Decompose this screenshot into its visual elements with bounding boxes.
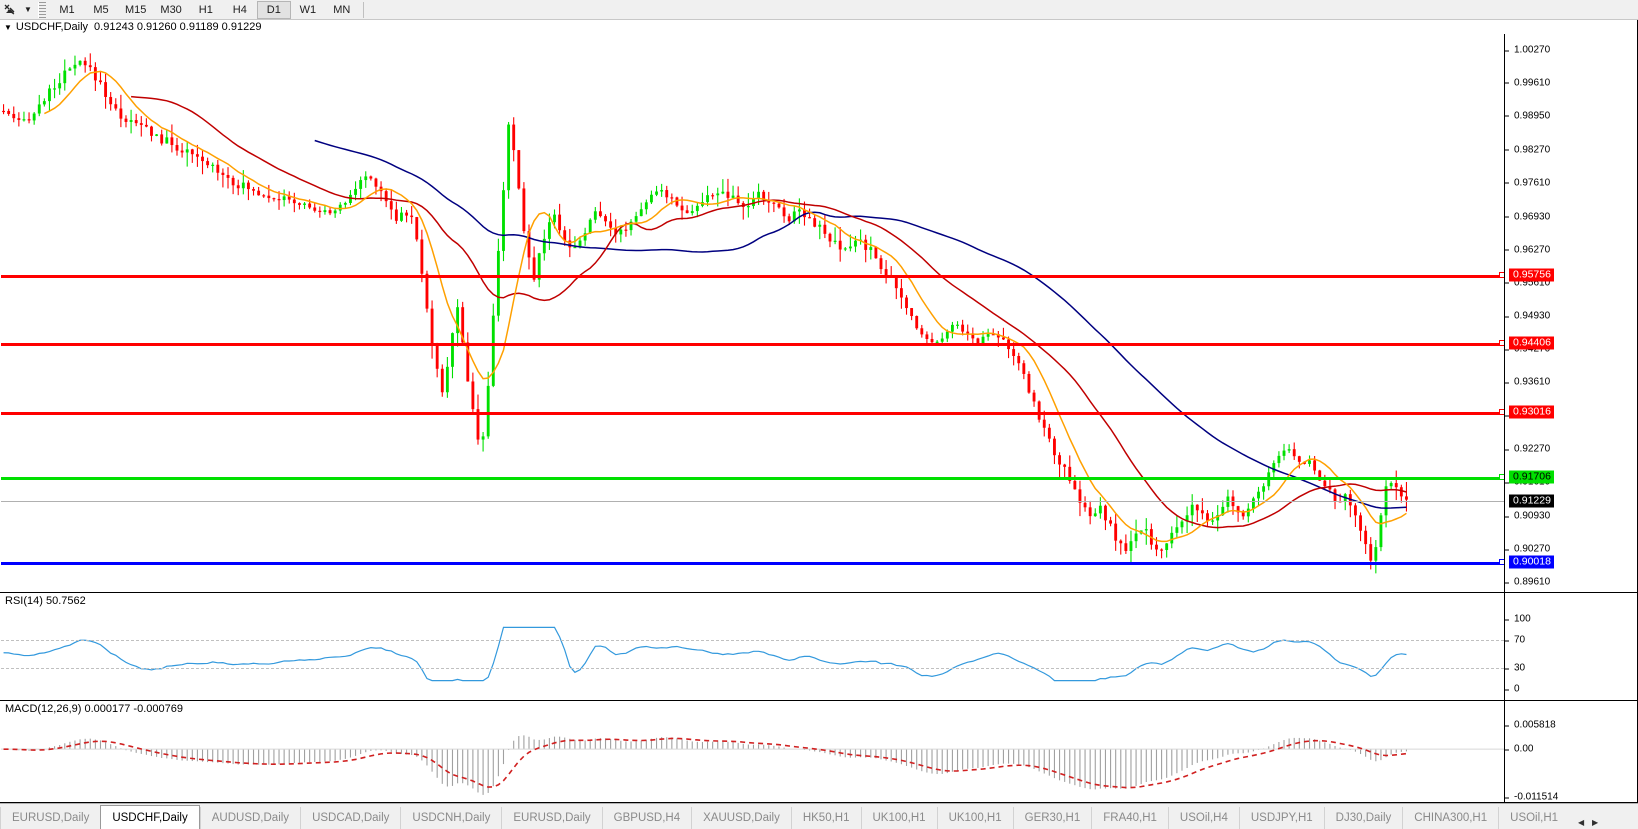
tab-eurusd-daily[interactable]: EURUSD,Daily — [0, 807, 100, 829]
macd-label: MACD(12,26,9) 0.000177 -0.000769 — [5, 703, 183, 715]
chart-symbol-label: USDCHF,Daily — [15, 21, 89, 33]
timeframe-group: M1 M5 M15 M30 H1 H4 D1 W1 MN — [50, 0, 359, 19]
crosshair-icon[interactable] — [0, 1, 20, 19]
tab-usdjpy-h1[interactable]: USDJPY,H1 — [1238, 807, 1324, 829]
tab-xauusd-daily[interactable]: XAUUSD,Daily — [691, 807, 791, 829]
timeframe-m1[interactable]: M1 — [59, 3, 75, 16]
price-tick: 0.97610 — [1505, 177, 1550, 188]
rsi-tick: 0 — [1505, 684, 1520, 695]
tab-usdcad-daily[interactable]: USDCAD,Daily — [300, 807, 400, 829]
current-price-label: 0.91229 — [1509, 494, 1554, 508]
price-plot-area[interactable] — [1, 34, 1505, 592]
price-pane: 1.00270 0.99610 0.98950 0.98270 0.97610 0.969… — [0, 34, 1638, 592]
tab-hk50-h1[interactable]: HK50,H1 — [790, 807, 861, 829]
timeframe-h1[interactable]: H1 — [198, 3, 213, 16]
price-tick: 0.89610 — [1505, 577, 1550, 588]
resistance-2-label: 0.94406 — [1509, 336, 1554, 350]
price-tick: 0.94270 — [1505, 344, 1550, 355]
macd-tick: -0.011514 — [1505, 792, 1558, 803]
tab-audusd-daily[interactable]: AUDUSD,Daily — [199, 807, 300, 829]
candlestick-series — [2, 53, 1408, 574]
timeframe-m30[interactable]: M30 — [160, 3, 182, 16]
price-tick: 0.90930 — [1505, 511, 1550, 522]
macd-tick: 0.005818 — [1505, 720, 1556, 731]
price-tick: 0.95610 — [1505, 277, 1550, 288]
chart-ohlc-values: 0.91243 0.91260 0.91189 0.91229 — [94, 21, 262, 33]
tab-usdcnh-daily[interactable]: USDCNH,Daily — [400, 807, 501, 829]
price-tick: 0.98950 — [1505, 110, 1550, 121]
tab-eurusd-daily[interactable]: EURUSD,Daily — [501, 807, 601, 829]
chart-window: ▼ USDCHF,Daily 0.91243 0.91260 0.91189 0… — [0, 20, 1638, 823]
chevron-down-icon[interactable]: ▼ — [24, 5, 32, 14]
price-tick: 0.96930 — [1505, 211, 1550, 222]
chart-tab-bar: EURUSD,Daily USDCHF,Daily AUDUSD,Daily USDC… — [0, 803, 1638, 829]
price-tick: 0.92270 — [1505, 444, 1550, 455]
tab-fra40-h1[interactable]: FRA40,H1 — [1091, 807, 1168, 829]
level-anchor-handle[interactable] — [1499, 272, 1504, 279]
price-tick: 1.00270 — [1505, 45, 1550, 56]
rsi-plot-area[interactable]: RSI(14) 50.7562 — [1, 593, 1505, 700]
price-axis[interactable]: 1.00270 0.99610 0.98950 0.98270 0.97610 0.969… — [1505, 34, 1637, 592]
level-anchor-handle[interactable] — [1499, 339, 1504, 346]
rsi-pane: RSI(14) 50.7562 100 70 30 0 — [0, 592, 1638, 700]
arrow-left-icon[interactable]: ◀ — [1578, 817, 1585, 827]
tab-usoil-h1[interactable]: USOil,H1 — [1498, 807, 1569, 829]
main-toolbar: ▼ M1 M5 M15 M30 H1 H4 D1 W1 MN — [0, 0, 1638, 20]
price-tick: 0.99610 — [1505, 77, 1550, 88]
level-anchor-handle[interactable] — [1499, 474, 1504, 481]
level-anchor-handle[interactable] — [1499, 558, 1504, 565]
rsi-tick: 70 — [1505, 635, 1525, 646]
price-tick: 0.96270 — [1505, 244, 1550, 255]
rsi-axis: 100 70 30 0 — [1505, 593, 1637, 700]
tab-list: EURUSD,Daily USDCHF,Daily AUDUSD,Daily USDC… — [0, 805, 1569, 829]
rsi-tick: 30 — [1505, 663, 1525, 674]
tab-usoil-h4[interactable]: USOil,H4 — [1167, 807, 1239, 829]
tab-usdchf-daily[interactable]: USDCHF,Daily — [100, 805, 200, 829]
resistance-1-label: 0.95756 — [1509, 268, 1554, 282]
level-anchor-handle[interactable] — [1499, 409, 1504, 416]
tab-china300-h1[interactable]: CHINA300,H1 — [1402, 807, 1498, 829]
tab-dj30-daily[interactable]: DJ30,Daily — [1323, 807, 1403, 829]
tab-gbpusd-h4[interactable]: GBPUSD,H4 — [601, 807, 691, 829]
chart-header: ▼ USDCHF,Daily 0.91243 0.91260 0.91189 0… — [0, 20, 261, 34]
macd-plot-area[interactable]: MACD(12,26,9) 0.000177 -0.000769 — [1, 701, 1505, 803]
drag-grip-icon[interactable] — [38, 1, 46, 18]
support-2-label: 0.90018 — [1509, 555, 1554, 569]
arrow-right-icon[interactable]: ▶ — [1592, 817, 1599, 827]
macd-pane: MACD(12,26,9) 0.000177 -0.000769 0.00581… — [0, 700, 1638, 803]
tab-navigation: ◀ ▶ — [1575, 815, 1601, 829]
timeframe-d1[interactable]: D1 — [256, 0, 291, 19]
timeframe-m5[interactable]: M5 — [93, 3, 109, 16]
macd-series — [1, 735, 1504, 795]
rsi-series — [3, 626, 1407, 682]
toolbar-divider — [362, 1, 364, 18]
timeframe-h4[interactable]: H4 — [232, 3, 247, 16]
rsi-oversold-line — [1, 668, 1504, 669]
tab-uk100-h1[interactable]: UK100,H1 — [936, 807, 1013, 829]
macd-axis: 0.005818 0.00 -0.011514 — [1505, 701, 1637, 803]
resistance-3-label: 0.93016 — [1509, 405, 1554, 419]
price-tick: 0.94930 — [1505, 311, 1550, 322]
price-tick: 0.98270 — [1505, 144, 1550, 155]
timeframe-m15[interactable]: M15 — [125, 3, 147, 16]
price-tick: 0.90270 — [1505, 544, 1550, 555]
timeframe-mn[interactable]: MN — [333, 3, 351, 16]
rsi-label: RSI(14) 50.7562 — [5, 595, 86, 607]
timeframe-w1[interactable]: W1 — [299, 3, 317, 16]
support-1-label: 0.91706 — [1509, 470, 1554, 484]
rsi-tick: 100 — [1505, 614, 1531, 625]
rsi-overbought-line — [1, 640, 1504, 641]
price-tick: 0.93610 — [1505, 377, 1550, 388]
tab-uk100-h1[interactable]: UK100,H1 — [860, 807, 937, 829]
tab-ger30-h1[interactable]: GER30,H1 — [1012, 807, 1092, 829]
macd-tick: 0.00 — [1505, 744, 1533, 755]
triangle-down-icon[interactable]: ▼ — [4, 22, 12, 32]
